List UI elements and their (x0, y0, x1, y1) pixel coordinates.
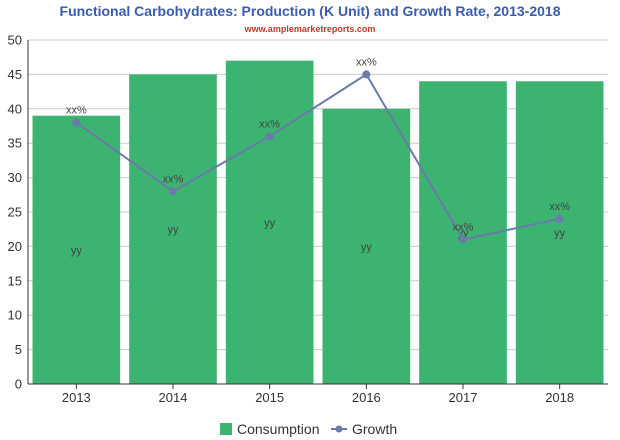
y-axis: 0 5 10 15 20 25 30 35 40 45 50 (8, 33, 29, 392)
growth-point-2016 (362, 70, 371, 79)
legend-item-consumption[interactable]: Consumption (220, 421, 320, 437)
growth-point-2017 (459, 235, 467, 244)
y-tick-label: 30 (8, 170, 22, 185)
y-tick-label: 40 (8, 101, 22, 116)
x-tick-label: 2016 (352, 390, 381, 405)
legend: Consumption Growth (220, 421, 397, 437)
growth-data-label: xx% (66, 105, 87, 117)
x-tick-label: 2014 (159, 390, 188, 405)
bar-2014 (129, 74, 217, 385)
legend-marker-growth (335, 425, 343, 433)
y-tick-label: 50 (8, 33, 22, 48)
growth-point-2013 (72, 118, 81, 127)
growth-line: xx% xx% xx% xx% xx% xx% (66, 56, 570, 244)
x-tick-label: 2018 (545, 390, 574, 405)
bar-data-label: yy (264, 217, 276, 229)
y-tick-label: 45 (8, 67, 22, 82)
growth-point-2015 (265, 132, 274, 141)
bar-2018 (515, 81, 604, 384)
x-tick-label: 2015 (255, 390, 284, 405)
bar-data-label: yy (361, 241, 373, 253)
y-tick-label: 20 (8, 239, 22, 254)
y-tick-label: 0 (15, 377, 22, 392)
bar-data-label: yy (168, 224, 180, 236)
x-axis: 2013 2014 2015 2016 2017 2018 (28, 383, 608, 405)
grid-lines (28, 39, 608, 385)
bar-2016 (322, 108, 411, 385)
growth-line-path (75, 72, 560, 241)
growth-point-2014 (169, 187, 177, 196)
y-tick-label: 25 (8, 205, 22, 220)
bar-data-label: yy (458, 228, 470, 240)
y-tick-label: 15 (8, 273, 22, 288)
growth-point-2018 (555, 214, 564, 223)
growth-data-label: xx% (259, 118, 280, 130)
x-tick-label: 2017 (449, 390, 478, 405)
growth-data-label: xx% (453, 222, 474, 234)
bar-data-label: yy (71, 245, 83, 257)
bar-2015 (225, 60, 314, 384)
bar-2013 (32, 115, 121, 385)
y-tick-label: 35 (8, 136, 22, 151)
legend-label-growth: Growth (352, 421, 397, 437)
growth-data-label: xx% (356, 56, 377, 68)
legend-swatch-consumption (220, 423, 232, 435)
x-tick-label: 2013 (62, 390, 91, 405)
y-tick-label: 5 (15, 342, 22, 357)
chart-subtitle: www.amplemarketreports.com (244, 24, 376, 34)
legend-item-growth[interactable]: Growth (331, 421, 397, 437)
consumption-bars: yy yy yy yy yy yy (32, 60, 604, 385)
bar-data-label: yy (554, 228, 566, 240)
growth-data-label: xx% (163, 173, 184, 185)
chart-title: Functional Carbohydrates: Production (K … (60, 3, 561, 19)
growth-data-label: xx% (549, 201, 570, 213)
legend-label-consumption: Consumption (237, 421, 320, 437)
y-tick-label: 10 (8, 308, 22, 323)
